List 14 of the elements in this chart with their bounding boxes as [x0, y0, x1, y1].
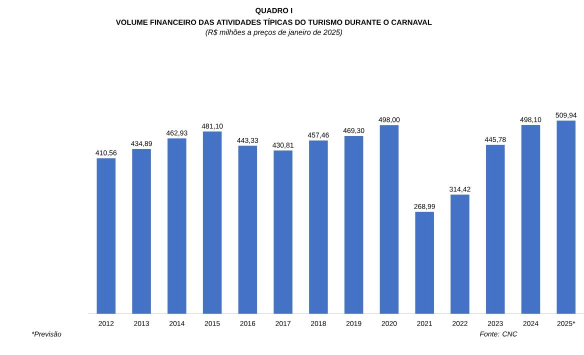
bar	[238, 146, 258, 314]
bar	[168, 138, 186, 314]
bar	[274, 150, 292, 314]
bar	[96, 158, 116, 314]
bar	[344, 136, 364, 314]
bar	[132, 149, 151, 314]
bar	[202, 132, 222, 314]
bar	[309, 140, 328, 314]
bar	[450, 194, 470, 314]
bar	[556, 120, 576, 314]
bar	[380, 125, 399, 314]
bar	[486, 145, 505, 314]
bar	[521, 125, 540, 314]
bar	[415, 212, 434, 314]
